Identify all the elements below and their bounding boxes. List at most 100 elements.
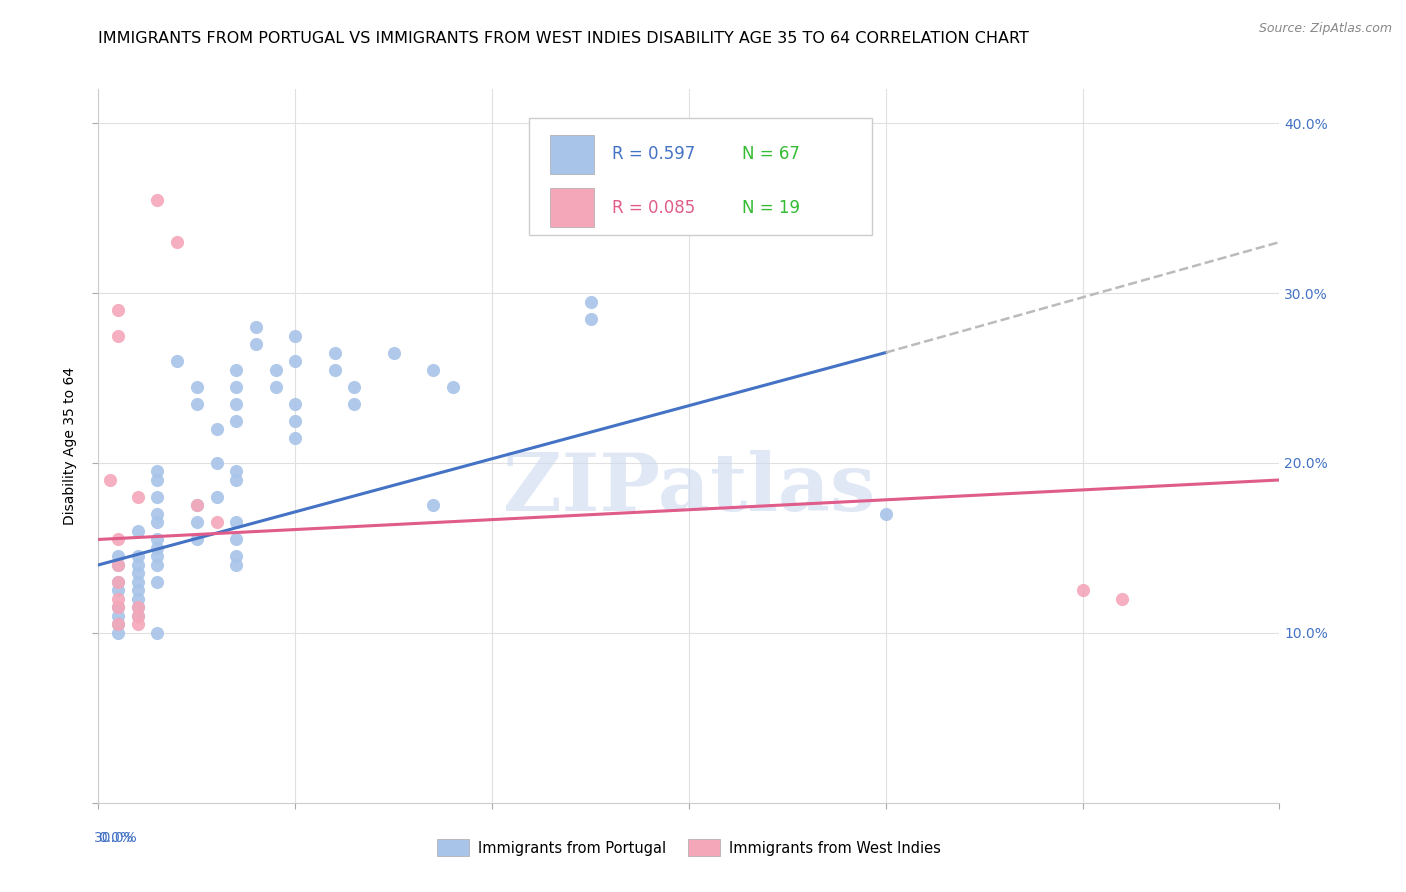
- Point: [225, 549, 247, 564]
- Point: [205, 422, 228, 436]
- Point: [127, 608, 149, 623]
- Point: [166, 354, 188, 368]
- Point: [264, 362, 287, 376]
- Point: [579, 311, 602, 326]
- Point: [186, 499, 208, 513]
- Point: [186, 379, 208, 393]
- Point: [343, 379, 366, 393]
- Point: [127, 549, 149, 564]
- Point: [166, 235, 188, 249]
- Point: [127, 524, 149, 538]
- Point: [225, 379, 247, 393]
- Point: [225, 465, 247, 479]
- FancyBboxPatch shape: [550, 135, 595, 174]
- Text: R = 0.085: R = 0.085: [612, 199, 696, 217]
- Point: [323, 362, 346, 376]
- Point: [107, 533, 129, 547]
- Point: [284, 413, 307, 427]
- Point: [245, 337, 267, 351]
- Point: [186, 533, 208, 547]
- Point: [107, 600, 129, 615]
- Point: [146, 533, 169, 547]
- Point: [107, 617, 129, 632]
- Point: [146, 490, 169, 504]
- Point: [422, 362, 444, 376]
- Point: [146, 516, 169, 530]
- FancyBboxPatch shape: [530, 118, 872, 235]
- Point: [107, 591, 129, 606]
- Point: [127, 574, 149, 589]
- Point: [127, 583, 149, 598]
- Point: [107, 608, 129, 623]
- Point: [225, 516, 247, 530]
- Point: [1111, 591, 1133, 606]
- Point: [205, 490, 228, 504]
- Text: N = 19: N = 19: [742, 199, 800, 217]
- Point: [107, 626, 129, 640]
- Point: [146, 558, 169, 572]
- Point: [225, 558, 247, 572]
- Point: [107, 617, 129, 632]
- Point: [284, 354, 307, 368]
- Point: [127, 490, 149, 504]
- Point: [127, 608, 149, 623]
- Point: [245, 320, 267, 334]
- Point: [323, 345, 346, 359]
- Point: [343, 396, 366, 410]
- Point: [107, 558, 129, 572]
- Point: [146, 549, 169, 564]
- Point: [107, 574, 129, 589]
- Point: [579, 294, 602, 309]
- Point: [186, 396, 208, 410]
- Point: [422, 499, 444, 513]
- Point: [146, 574, 169, 589]
- Point: [107, 303, 129, 318]
- Point: [146, 541, 169, 555]
- Point: [127, 558, 149, 572]
- Point: [107, 328, 129, 343]
- Point: [107, 574, 129, 589]
- Point: [225, 533, 247, 547]
- Text: N = 67: N = 67: [742, 145, 800, 163]
- Point: [1071, 583, 1094, 598]
- Point: [441, 379, 464, 393]
- Point: [186, 516, 208, 530]
- Point: [107, 558, 129, 572]
- Point: [284, 396, 307, 410]
- Text: ZIPatlas: ZIPatlas: [503, 450, 875, 528]
- Text: R = 0.597: R = 0.597: [612, 145, 696, 163]
- Point: [225, 473, 247, 487]
- Y-axis label: Disability Age 35 to 64: Disability Age 35 to 64: [63, 367, 77, 525]
- Point: [875, 507, 897, 521]
- Point: [146, 626, 169, 640]
- Point: [382, 345, 405, 359]
- Point: [284, 328, 307, 343]
- Point: [205, 516, 228, 530]
- Point: [146, 193, 169, 207]
- Text: IMMIGRANTS FROM PORTUGAL VS IMMIGRANTS FROM WEST INDIES DISABILITY AGE 35 TO 64 : IMMIGRANTS FROM PORTUGAL VS IMMIGRANTS F…: [98, 31, 1029, 46]
- Text: 0.0%: 0.0%: [98, 831, 134, 846]
- Point: [107, 600, 129, 615]
- Point: [146, 473, 169, 487]
- Point: [127, 591, 149, 606]
- Point: [146, 507, 169, 521]
- Point: [107, 549, 129, 564]
- Point: [107, 583, 129, 598]
- Point: [127, 600, 149, 615]
- FancyBboxPatch shape: [550, 188, 595, 227]
- Point: [127, 600, 149, 615]
- Point: [186, 499, 208, 513]
- Point: [98, 473, 121, 487]
- Point: [127, 617, 149, 632]
- Point: [225, 413, 247, 427]
- Legend: Immigrants from Portugal, Immigrants from West Indies: Immigrants from Portugal, Immigrants fro…: [437, 839, 941, 856]
- Point: [264, 379, 287, 393]
- Point: [284, 430, 307, 444]
- Point: [205, 456, 228, 470]
- Point: [127, 566, 149, 581]
- Text: Source: ZipAtlas.com: Source: ZipAtlas.com: [1258, 22, 1392, 36]
- Text: 30.0%: 30.0%: [94, 831, 138, 846]
- Point: [146, 465, 169, 479]
- Point: [225, 362, 247, 376]
- Point: [225, 396, 247, 410]
